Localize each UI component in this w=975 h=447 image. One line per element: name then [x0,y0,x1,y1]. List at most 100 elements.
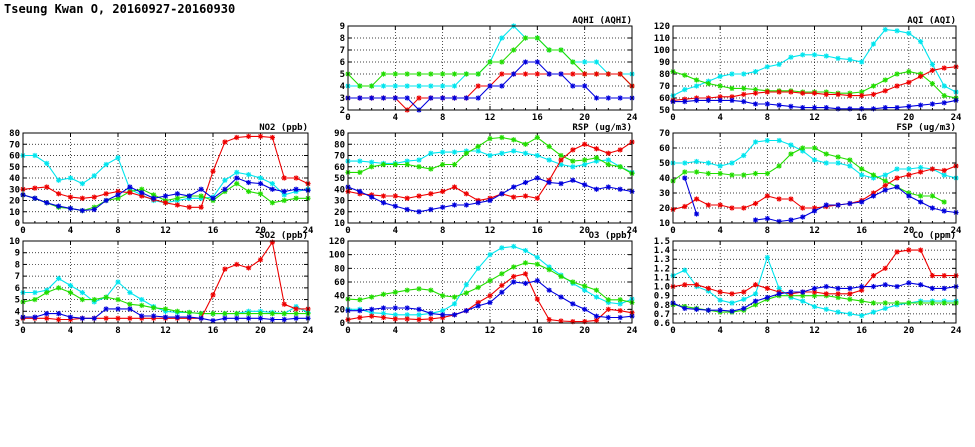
o3-series-1-point [475,284,481,291]
fsp-plot-frame [672,132,957,224]
aqhi-xtick-label: 24 [627,113,638,123]
rsp-series-0-point [369,159,375,165]
o3-series-3-point [546,287,552,293]
fsp-series-2-point [729,205,735,211]
fsp-series-3-point [918,199,924,205]
aqi-series-0-point [811,52,818,58]
no2-series-0-point [44,160,50,166]
so2-series-0-point [32,289,38,296]
aqhi-series-1-point [499,59,505,65]
so2-series-2-point [115,315,121,321]
co-series-1-point [894,300,900,306]
rsp-series-1-point [499,134,505,141]
aqhi-series-1-point [511,47,517,53]
aqi-ytick-label: 110 [654,34,670,44]
aqi-ytick-label: 100 [654,46,670,56]
rsp-series-2-point [558,157,564,163]
rsp-series-2-point [404,195,410,201]
rsp-title: RSP (ug/m3) [572,123,632,133]
fsp-series-1-point [882,178,888,184]
rsp-series-0-point [440,149,446,155]
co-series-3-point [776,291,782,297]
co-series-3-point [705,307,711,313]
rsp-series-0-point [570,164,576,170]
page-title: Tseung Kwan O, 20160927-20160930 [4,2,236,16]
rsp-series-1-point [522,141,529,147]
co-series-2-point [717,289,723,295]
co-series-3-point [847,285,853,291]
o3-series-1-point [416,286,422,292]
fsp-series-2-point [752,200,759,207]
no2-series-2-point [246,133,252,139]
aqi-xtick-label: 4 [717,113,723,123]
aqhi-ytick-label: 5 [340,70,345,80]
so2-series-1-point [151,305,157,311]
so2-ytick-label: 10 [9,237,20,247]
no2-series-0-point [91,173,97,179]
fsp-series-0-point [941,172,947,178]
rsp-series-3-point [380,200,387,206]
aqi-series-0-point [941,83,947,89]
o3-series-1-point [546,267,552,273]
o3-series-1-point [558,273,564,280]
aqi-title: AQI (AQI) [907,16,956,26]
co-series-0-point [741,296,747,302]
so2-series-3-point [174,314,180,320]
no2-series-3-point [127,184,133,190]
aqi-series-0-point [764,64,770,70]
no2-series-0-point [79,181,85,187]
so2-xtick-label: 0 [20,326,25,336]
aqi-ytick-label: 90 [659,58,670,68]
no2-ytick-label: 30 [9,185,20,195]
aqi-series-2-point [800,90,806,96]
no2-series-1-point [174,195,180,201]
rsp-series-3 [345,175,635,215]
co-series-2-point [941,273,947,279]
o3-series-1-point [392,289,398,295]
o3-series-2-point [357,314,363,321]
aqhi-series-0-point [499,35,505,41]
no2-series-2-point [198,204,204,210]
o3-series-1-point [582,283,588,289]
o3-series-3-point [522,280,529,286]
aqhi-series-1-point [428,71,434,77]
aqi-series-2-point [870,91,877,97]
aqi-series-3-point [741,99,747,105]
o3-series-1-point [463,290,469,296]
o3-series-3-point [475,303,481,309]
so2-series-3-point [79,315,85,321]
no2-series-0-point [115,155,121,161]
o3-series-3-point [440,312,446,318]
aqi-plot-frame [672,25,957,111]
co-chart: CO (ppm) 0.60.70.80.91.01.11.21.31.41.5 0 4… [654,231,962,336]
co-series-3-point [693,306,700,312]
aqi-series-3-point [882,105,888,111]
so2-series-3-point [198,315,204,321]
fsp-series-0-point [835,160,841,166]
aqhi-series-1-point [357,83,363,89]
aqi-series-2-point [788,89,794,95]
aqhi-series-1-point [451,71,458,77]
aqi-xtick-label: 12 [809,113,820,123]
co-series-0-point [835,309,841,315]
rsp-xtick-label: 8 [440,226,445,236]
aqhi-series-3-point [605,95,611,101]
aqhi-series-3-point [511,71,517,77]
so2-series-3-point [56,311,62,317]
rsp-series-0 [345,148,635,175]
so2-series-0-point [67,282,74,289]
fsp-series-2-point [788,196,794,202]
co-series-0-point [729,300,735,306]
aqhi-series-3-point [499,83,505,89]
aqhi-series-0-point [593,59,600,65]
rsp-series-3-point [404,206,410,213]
aqi-chart: AQI (AQI) 50 60 70 80 90 100 110 120 0 4 8 12 16 20 24 [654,16,962,123]
no2-xtick-label: 12 [160,226,171,236]
aqhi-series-3-point [440,95,446,101]
aqi-series-0-point [693,83,700,89]
co-ytick-label: 1.1 [654,273,670,283]
aqhi-series-3-point [451,95,458,101]
co-ytick-label: 0.8 [654,301,670,311]
fsp-ytick-label: 30 [659,189,670,199]
